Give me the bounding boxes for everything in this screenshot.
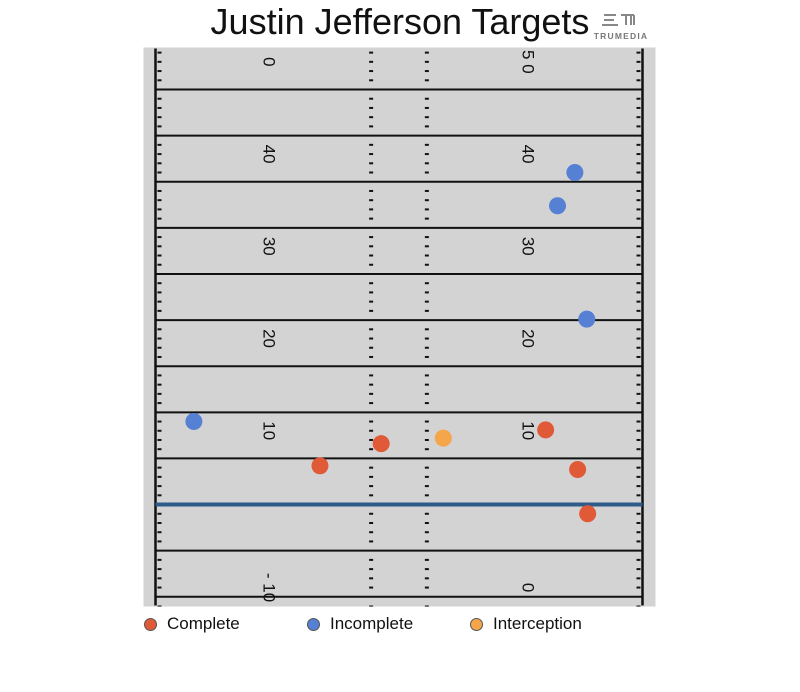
target-point-incomplete xyxy=(578,310,596,328)
legend-item-interception[interactable]: Interception xyxy=(470,612,582,636)
target-point-incomplete xyxy=(566,164,584,182)
target-point-complete xyxy=(372,435,390,453)
yard-number-label: 40 xyxy=(519,145,538,164)
legend-item-incomplete[interactable]: Incomplete xyxy=(307,612,413,636)
trumedia-logo-text: TRUMEDIA xyxy=(593,31,649,41)
yard-number-label: 5 0 xyxy=(519,50,538,74)
target-point-interception xyxy=(434,429,452,447)
yard-number-label: 0 xyxy=(260,57,279,66)
yard-number-label: 10 xyxy=(260,421,279,440)
field-border xyxy=(143,47,656,607)
target-point-incomplete xyxy=(549,197,567,215)
field-background xyxy=(144,48,655,606)
target-point-complete xyxy=(537,421,555,439)
legend-label-interception: Interception xyxy=(493,614,582,633)
target-point-incomplete xyxy=(185,413,203,431)
legend-label-complete: Complete xyxy=(167,614,240,633)
trumedia-logo: TRUMEDIA xyxy=(588,12,654,42)
yard-number-label: 20 xyxy=(519,329,538,348)
legend-label-incomplete: Incomplete xyxy=(330,614,414,633)
target-point-complete xyxy=(311,457,329,475)
yard-number-label: 30 xyxy=(260,237,279,256)
yard-number-label: - 10 xyxy=(260,573,279,602)
yard-number-label: 20 xyxy=(260,329,279,348)
legend-item-complete[interactable]: Complete xyxy=(144,612,240,636)
legend-swatch-incomplete xyxy=(307,617,320,631)
trumedia-logo-icon xyxy=(602,14,635,26)
field-chart: 0 40 30 20 10 - 10 5 0 40 30 20 10 0 xyxy=(143,47,656,607)
yard-number-label: 30 xyxy=(519,237,538,256)
yard-number-label: 10 xyxy=(519,421,538,440)
chart-title: Justin Jefferson Targets xyxy=(210,1,590,42)
yard-number-label: 0 xyxy=(519,583,538,592)
yard-number-label: 40 xyxy=(260,145,279,164)
target-point-complete xyxy=(579,505,597,523)
legend-swatch-complete xyxy=(144,617,157,631)
legend-swatch-interception xyxy=(470,617,483,631)
target-point-complete xyxy=(569,460,587,478)
